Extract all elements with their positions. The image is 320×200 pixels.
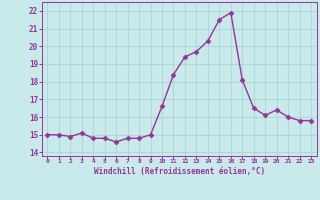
X-axis label: Windchill (Refroidissement éolien,°C): Windchill (Refroidissement éolien,°C): [94, 167, 265, 176]
